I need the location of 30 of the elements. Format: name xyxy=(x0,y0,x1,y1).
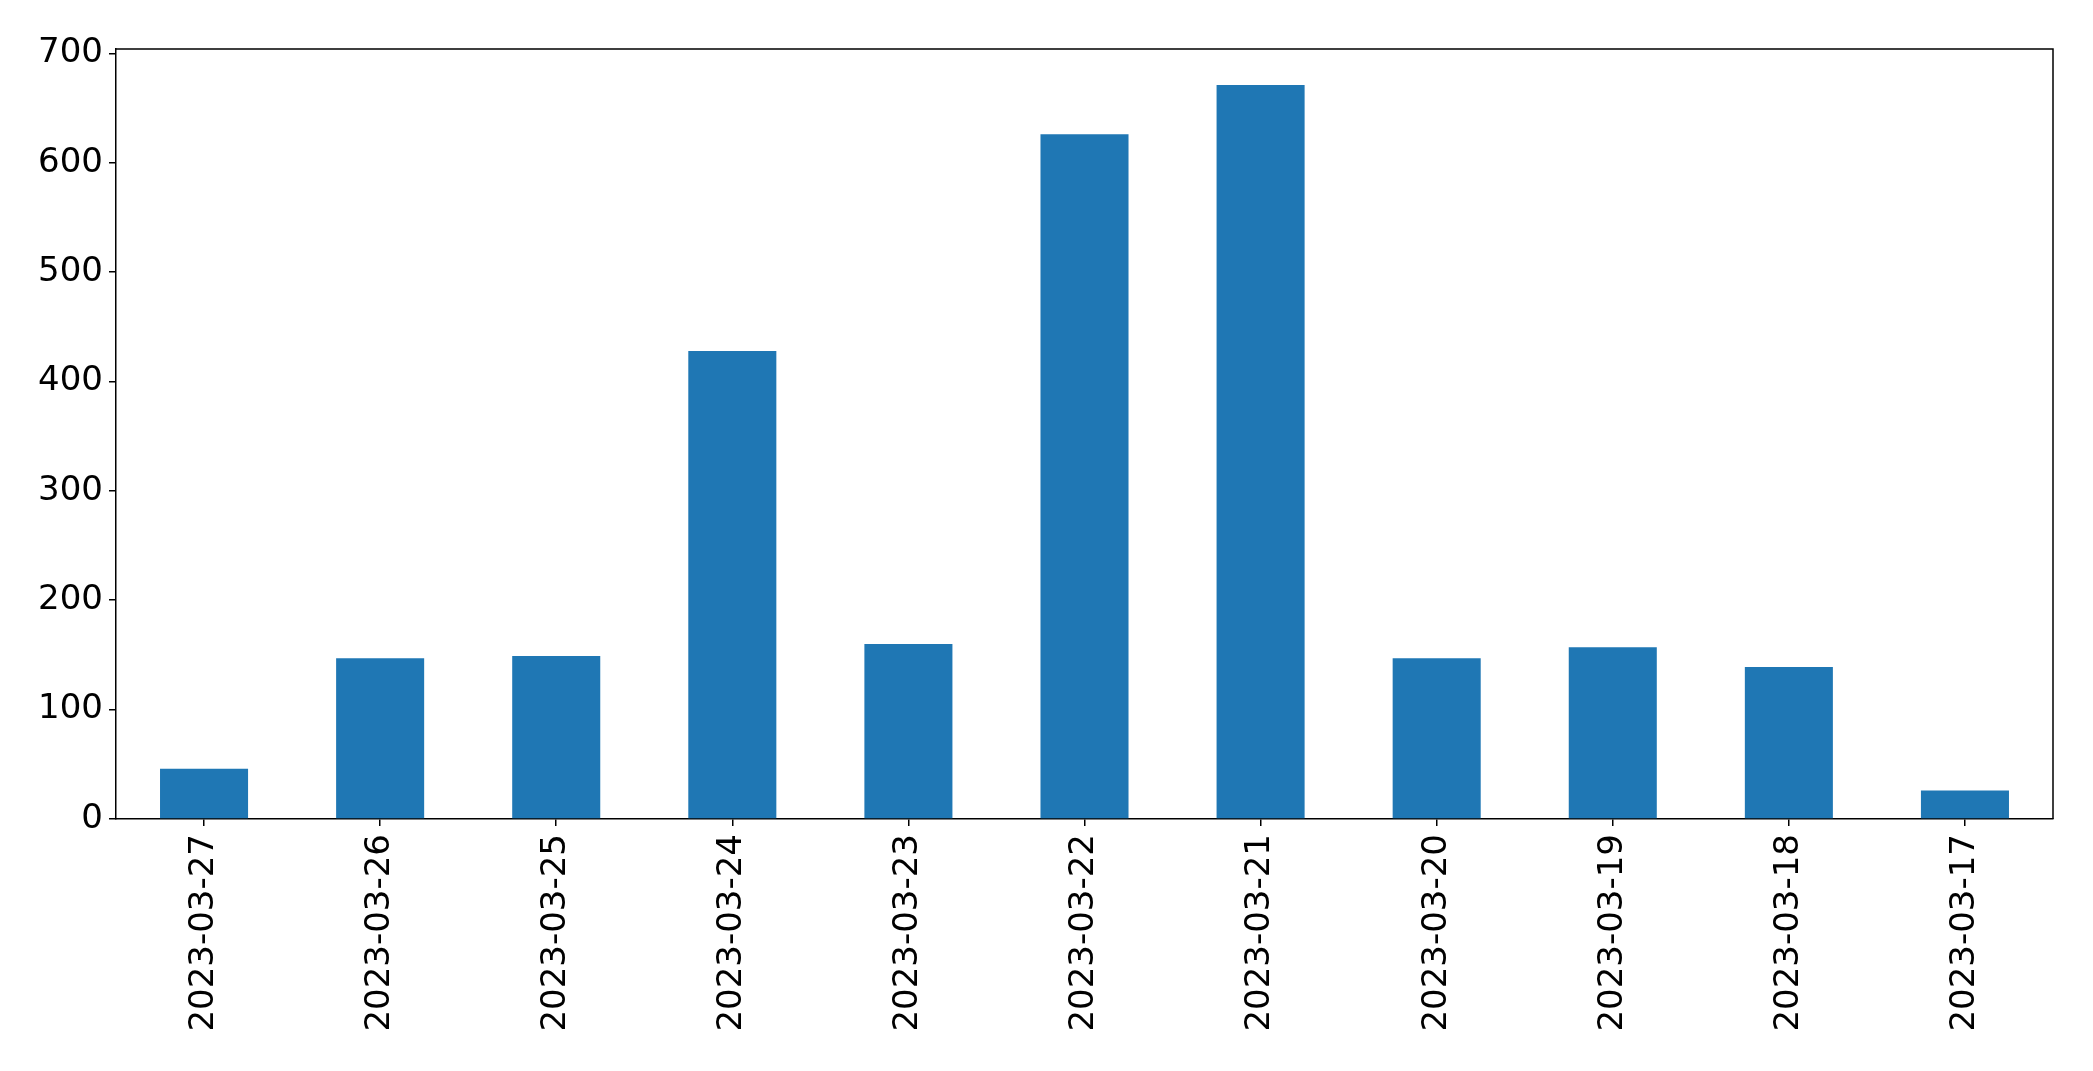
y-tick-label: 400 xyxy=(38,358,103,399)
x-tick-label: 2023-03-19 xyxy=(1589,834,1630,1032)
y-tick-label: 500 xyxy=(38,248,103,289)
bar xyxy=(1744,666,1833,819)
bar xyxy=(512,656,601,819)
x-tick-label: 2023-03-17 xyxy=(1941,834,1982,1032)
y-tick-label: 700 xyxy=(38,30,103,71)
y-tick-label: 0 xyxy=(81,795,103,836)
x-tick-label: 2023-03-22 xyxy=(1061,834,1102,1032)
x-tick-label: 2023-03-25 xyxy=(533,834,574,1032)
bar xyxy=(1040,134,1129,819)
x-tick-label: 2023-03-18 xyxy=(1765,834,1806,1032)
x-tick-label: 2023-03-20 xyxy=(1413,834,1454,1032)
bar xyxy=(160,768,249,819)
x-tick-label: 2023-03-27 xyxy=(180,834,221,1032)
y-tick-label: 600 xyxy=(38,139,103,180)
y-tick-label: 200 xyxy=(38,577,103,618)
bar xyxy=(864,644,953,819)
y-tick-label: 300 xyxy=(38,467,103,508)
bar xyxy=(336,658,425,819)
x-tick-label: 2023-03-24 xyxy=(709,834,750,1032)
x-tick-label: 2023-03-23 xyxy=(885,834,926,1032)
bar xyxy=(1920,790,2009,819)
bar xyxy=(1392,658,1481,819)
bar xyxy=(1568,647,1657,819)
bar xyxy=(1216,85,1305,819)
x-tick-label: 2023-03-21 xyxy=(1237,834,1278,1032)
y-tick-label: 100 xyxy=(38,686,103,727)
bar xyxy=(688,350,777,819)
x-tick-label: 2023-03-26 xyxy=(356,834,397,1032)
